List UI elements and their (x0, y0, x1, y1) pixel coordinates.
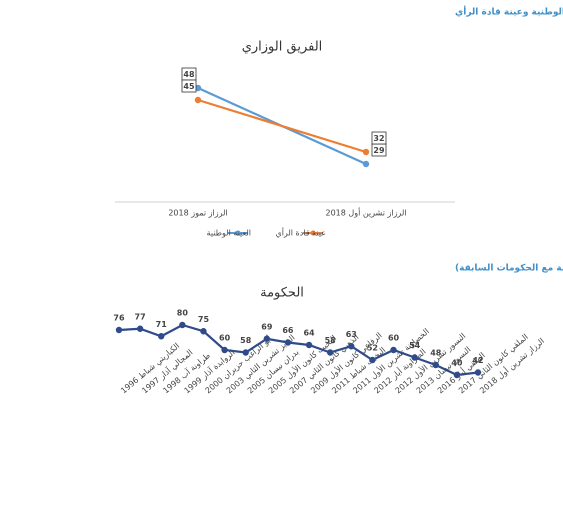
value-label: 69 (261, 322, 273, 331)
point (432, 361, 439, 369)
point (362, 148, 370, 156)
point (200, 328, 207, 335)
point (362, 160, 370, 168)
point (474, 369, 482, 376)
series-line (197, 98, 367, 154)
point (369, 356, 376, 364)
value-label: 77 (135, 312, 146, 321)
value-label: 52 (367, 344, 378, 353)
value-label: 58 (325, 336, 337, 345)
series-line (118, 323, 479, 377)
point (348, 343, 355, 350)
point (263, 335, 271, 342)
value-label: 60 (219, 334, 231, 343)
value-label: 71 (156, 320, 168, 329)
point (115, 326, 123, 334)
point (305, 341, 313, 349)
legend-label: العينة الوطنية (207, 229, 251, 238)
value-label: 48 (183, 70, 195, 79)
value-label: 54 (409, 341, 421, 350)
legend-marker (310, 230, 316, 236)
legend-label: عينة قادة الرأي (275, 228, 326, 238)
value-label: 60 (388, 334, 400, 343)
value-label: 42 (472, 356, 483, 365)
caption: الشكل رقم (3-1): درجة تحمل الحكومة لمسؤو… (455, 264, 563, 274)
point (453, 371, 461, 379)
point (242, 349, 249, 356)
value-label: 48 (430, 349, 442, 358)
chart-title: الحكومة (260, 286, 304, 301)
point (221, 346, 228, 354)
value-label: 63 (346, 330, 357, 339)
chart-title: الفريق الوزاري (242, 40, 323, 55)
point (411, 354, 418, 361)
value-label: 32 (373, 134, 384, 143)
value-label-box (371, 131, 387, 145)
legend-marker (235, 230, 241, 236)
value-label: 40 (451, 359, 463, 368)
value-label: 64 (303, 329, 315, 338)
value-label: 29 (373, 146, 385, 155)
point (284, 339, 292, 346)
value-label: 75 (198, 315, 210, 324)
value-label-box (181, 79, 197, 93)
point (179, 321, 186, 329)
point (326, 349, 334, 356)
x-tick-label: الرزاز تشرين أول 2018 (325, 208, 406, 218)
value-label: 66 (282, 326, 294, 335)
point (136, 325, 144, 332)
value-label: 80 (177, 309, 189, 318)
x-tick-label: الرزاز تموز 2018 (168, 209, 227, 218)
value-label: 58 (240, 336, 252, 345)
point (194, 96, 202, 104)
caption: الشكل رقم (5): درجة تحمل رئيس الفريق الو… (455, 6, 563, 18)
point (390, 346, 397, 354)
value-label: 76 (113, 314, 125, 323)
value-label: 45 (183, 82, 195, 91)
point (158, 333, 165, 340)
